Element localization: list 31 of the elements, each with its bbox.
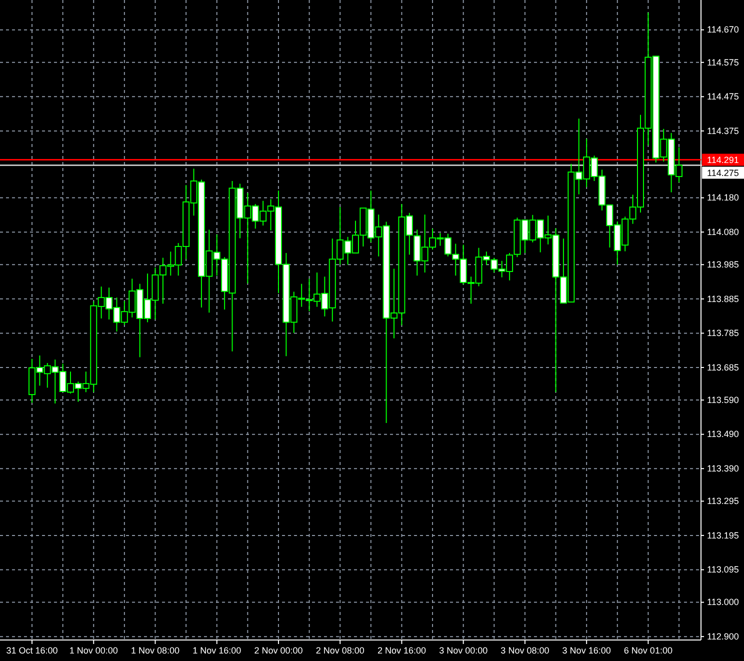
y-tick-label: 114.575: [707, 57, 739, 68]
x-tick-label: 3 Nov 08:00: [500, 645, 550, 656]
y-tick-label: 113.095: [707, 564, 739, 575]
y-tick-label: 114.670: [707, 24, 739, 35]
y-tick-label: 112.900: [707, 631, 739, 642]
y-tick-label: 113.685: [707, 362, 739, 372]
y-tick-label: 113.295: [707, 496, 739, 506]
x-tick-label: 1 Nov 08:00: [130, 645, 180, 656]
x-tick-label: 2 Nov 08:00: [316, 645, 364, 656]
x-tick-label: 1 Nov 00:00: [69, 645, 118, 656]
y-tick-label: 113.000: [707, 597, 739, 608]
y-tick-label: 113.985: [707, 260, 739, 270]
x-tick-label: 2 Nov 16:00: [377, 645, 426, 656]
y-tick-label: 114.375: [707, 126, 739, 136]
x-tick-label: 2 Nov 00:00: [254, 645, 303, 656]
y-tick-label: 113.490: [707, 429, 739, 440]
ref-line-label: 114.275: [707, 168, 739, 178]
y-tick-label: 113.390: [707, 463, 739, 474]
ref-line-label: 114.291: [707, 154, 739, 165]
x-tick-label: 31 Oct 16:00: [6, 645, 58, 656]
y-tick-label: 113.885: [707, 294, 739, 304]
y-tick-label: 113.590: [707, 394, 739, 405]
y-tick-label: 114.475: [707, 92, 739, 102]
y-tick-label: 113.195: [707, 530, 739, 540]
y-tick-label: 114.180: [707, 192, 739, 203]
x-tick-label: 3 Nov 00:00: [439, 645, 488, 656]
x-tick-label: 3 Nov 16:00: [562, 645, 611, 656]
y-tick-label: 113.785: [707, 328, 739, 338]
x-tick-label: 1 Nov 16:00: [192, 645, 242, 656]
x-tick-label: 6 Nov 01:00: [624, 645, 672, 656]
y-tick-label: 114.080: [707, 226, 739, 237]
